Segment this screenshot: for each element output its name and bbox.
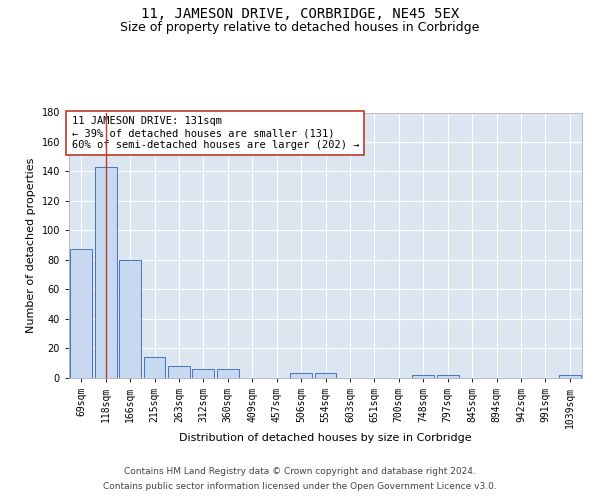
Bar	[314, 373, 337, 378]
Bar	[193, 368, 214, 378]
Bar	[412, 374, 434, 378]
Bar	[559, 374, 581, 378]
Text: 11 JAMESON DRIVE: 131sqm
← 39% of detached houses are smaller (131)
60% of semi-: 11 JAMESON DRIVE: 131sqm ← 39% of detach…	[71, 116, 359, 150]
Bar	[437, 374, 458, 378]
Text: Contains public sector information licensed under the Open Government Licence v3: Contains public sector information licen…	[103, 482, 497, 491]
Bar	[70, 250, 92, 378]
Bar	[290, 373, 312, 378]
Text: 11, JAMESON DRIVE, CORBRIDGE, NE45 5EX: 11, JAMESON DRIVE, CORBRIDGE, NE45 5EX	[141, 8, 459, 22]
Text: Size of property relative to detached houses in Corbridge: Size of property relative to detached ho…	[121, 21, 479, 34]
Bar	[168, 366, 190, 378]
Bar	[95, 167, 116, 378]
Y-axis label: Number of detached properties: Number of detached properties	[26, 158, 36, 332]
Bar	[143, 357, 166, 378]
Bar	[217, 368, 239, 378]
X-axis label: Distribution of detached houses by size in Corbridge: Distribution of detached houses by size …	[179, 433, 472, 443]
Text: Contains HM Land Registry data © Crown copyright and database right 2024.: Contains HM Land Registry data © Crown c…	[124, 467, 476, 476]
Bar	[119, 260, 141, 378]
